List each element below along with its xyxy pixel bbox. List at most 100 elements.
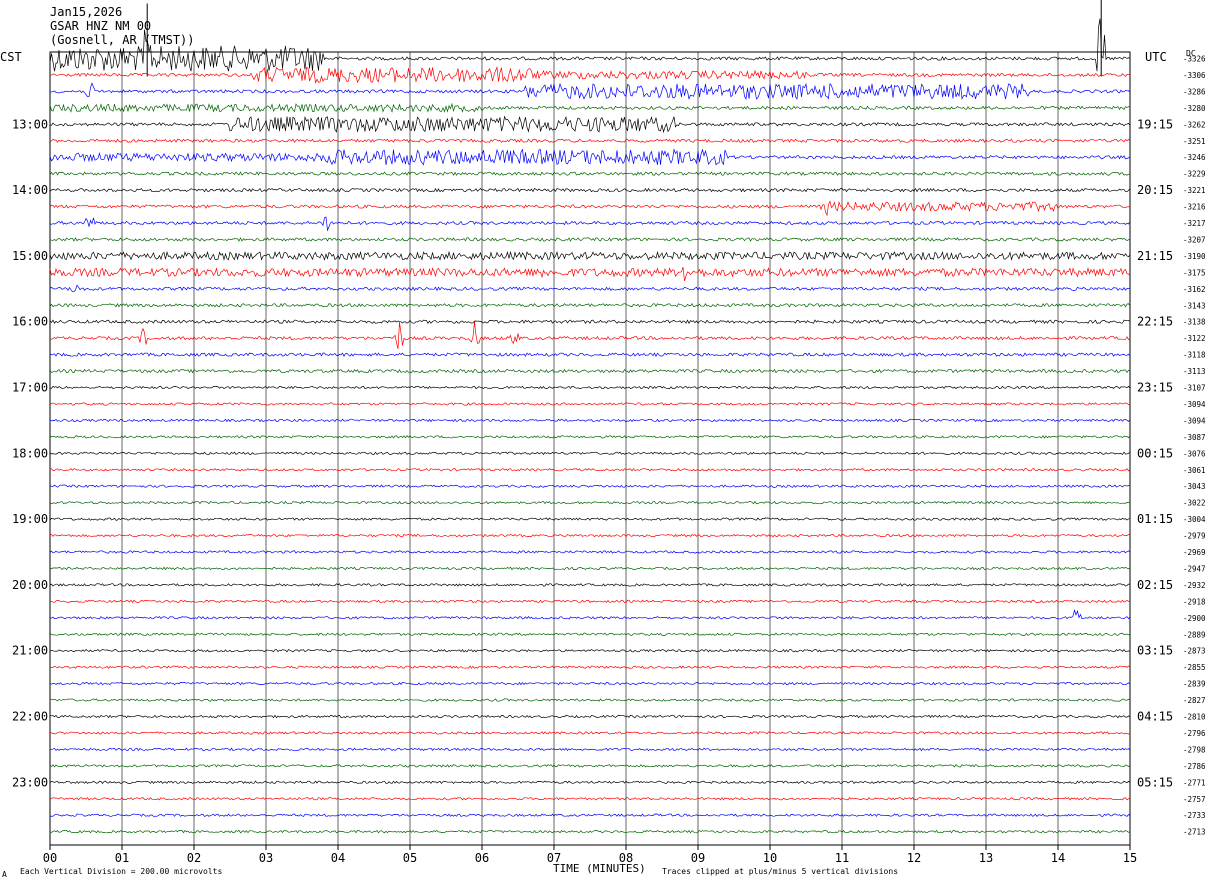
dc-offset-label: -2757: [1183, 795, 1206, 804]
dc-offset-label: -3262: [1183, 120, 1206, 129]
dc-offset-label: -3162: [1183, 285, 1206, 294]
dc-offset-label: -2827: [1183, 696, 1206, 705]
dc-offset-label: -3251: [1183, 137, 1206, 146]
clip-note: Traces clipped at plus/minus 5 vertical …: [662, 867, 899, 876]
dc-offset-label: -2839: [1183, 680, 1206, 689]
dc-offset-label: -2796: [1183, 729, 1206, 738]
seismic-trace: [49, 632, 1131, 636]
dc-offset-label: -2889: [1183, 630, 1206, 639]
dc-offset-label: -2810: [1183, 713, 1206, 722]
seismic-trace: [49, 319, 1131, 325]
x-tick-label: 08: [619, 851, 633, 865]
seismic-trace: [49, 402, 1131, 406]
cst-hour-label: 14:00: [12, 183, 48, 197]
seismic-trace: [49, 517, 1131, 521]
dc-offset-label: -3229: [1183, 170, 1206, 179]
seismic-trace: [49, 303, 1131, 308]
cst-hour-label: 13:00: [12, 117, 48, 131]
dc-offset-label: -3306: [1183, 71, 1206, 80]
dc-offset-label: -2918: [1183, 597, 1206, 606]
seismic-trace: [49, 284, 1131, 293]
x-tick-label: 05: [403, 851, 417, 865]
dc-offset-label: -3043: [1183, 482, 1206, 491]
seismic-trace: [49, 148, 1131, 166]
dc-offset-label: -3087: [1183, 433, 1206, 442]
x-tick-label: 00: [43, 851, 57, 865]
dc-offset-label: -3280: [1183, 104, 1206, 113]
seismic-trace: [49, 187, 1131, 193]
location-label: (Gosnell, AR (TMST)): [50, 33, 195, 47]
x-tick-label: 01: [115, 851, 129, 865]
seismic-trace: [49, 747, 1131, 752]
seismic-trace: [49, 500, 1131, 505]
seismic-trace: [49, 698, 1131, 702]
seismic-trace: [49, 665, 1131, 669]
dc-offset-label: -2855: [1183, 663, 1206, 672]
dc-offset-label: -2771: [1183, 778, 1206, 787]
dc-offset-label: -2969: [1183, 548, 1206, 557]
dc-offset-label: -3217: [1183, 219, 1206, 228]
dc-offset-label: -3143: [1183, 301, 1206, 310]
dc-offset-label: -3286: [1183, 87, 1206, 96]
utc-hour-label: 21:15: [1137, 249, 1173, 263]
seismic-trace: [49, 829, 1131, 834]
seismic-trace: [50, 599, 1131, 604]
seismic-trace: [49, 65, 1131, 84]
seismic-trace: [49, 731, 1131, 735]
seismic-trace: [49, 385, 1131, 390]
dc-offset-label: -3094: [1183, 400, 1206, 409]
seismic-trace: [49, 813, 1131, 817]
utc-hour-label: 20:15: [1137, 183, 1173, 197]
dc-offset-label: -3122: [1183, 334, 1206, 343]
dc-offset-label: -3221: [1183, 186, 1206, 195]
seismic-trace: [49, 648, 1131, 653]
utc-hour-label: 04:15: [1137, 710, 1173, 724]
seismic-trace: [49, 550, 1131, 554]
plot-frame: [49, 51, 1131, 846]
station-label: GSAR HNZ NM 00: [50, 19, 152, 33]
utc-hour-label: 19:15: [1137, 117, 1173, 131]
seismic-trace: [49, 780, 1131, 785]
left-timezone-label: CST: [0, 50, 22, 64]
x-tick-label: 12: [907, 851, 921, 865]
seismic-trace: [49, 352, 1131, 357]
dc-offset-label: -3107: [1183, 384, 1206, 393]
seismic-trace: [49, 467, 1131, 472]
dc-offset-label: -3113: [1183, 367, 1206, 376]
utc-hour-label: 05:15: [1137, 775, 1173, 789]
seismic-trace: [49, 681, 1131, 686]
dc-offset-label: -3061: [1183, 466, 1206, 475]
x-tick-label: 06: [475, 851, 489, 865]
dc-offset-label: -3094: [1183, 416, 1206, 425]
x-tick-label: 14: [1051, 851, 1065, 865]
seismic-trace: [49, 583, 1130, 587]
seismic-trace: [49, 237, 1131, 242]
dc-label: DC: [1186, 49, 1196, 58]
seismic-trace: [49, 368, 1131, 374]
x-tick-label: 15: [1123, 851, 1137, 865]
seismic-trace: [49, 533, 1131, 538]
utc-hour-label: 23:15: [1137, 381, 1173, 395]
seismic-trace: [49, 321, 1131, 349]
scale-note: Each Vertical Division = 200.00 microvol…: [20, 867, 223, 876]
seismic-trace: [49, 138, 1131, 144]
utc-hour-label: 03:15: [1137, 644, 1173, 658]
x-tick-label: 11: [835, 851, 849, 865]
cst-hour-label: 21:00: [12, 644, 48, 658]
utc-hour-label: 02:15: [1137, 578, 1173, 592]
corner-mark: A: [2, 870, 7, 879]
seismic-trace: [49, 451, 1131, 456]
dc-offset-label: -3138: [1183, 318, 1206, 327]
utc-hour-label: 22:15: [1137, 315, 1173, 329]
seismic-trace: [49, 200, 1131, 217]
dc-offset-label: -2733: [1183, 811, 1206, 820]
dc-offset-label: -3207: [1183, 235, 1206, 244]
dc-offset-label: -3022: [1183, 499, 1206, 508]
seismic-trace: [49, 484, 1131, 488]
seismic-trace: [49, 714, 1131, 719]
dc-offset-label: -2786: [1183, 762, 1206, 771]
x-tick-label: 10: [763, 851, 777, 865]
x-tick-label: 09: [691, 851, 705, 865]
x-tick-label: 03: [259, 851, 273, 865]
cst-hour-label: 23:00: [12, 775, 48, 789]
